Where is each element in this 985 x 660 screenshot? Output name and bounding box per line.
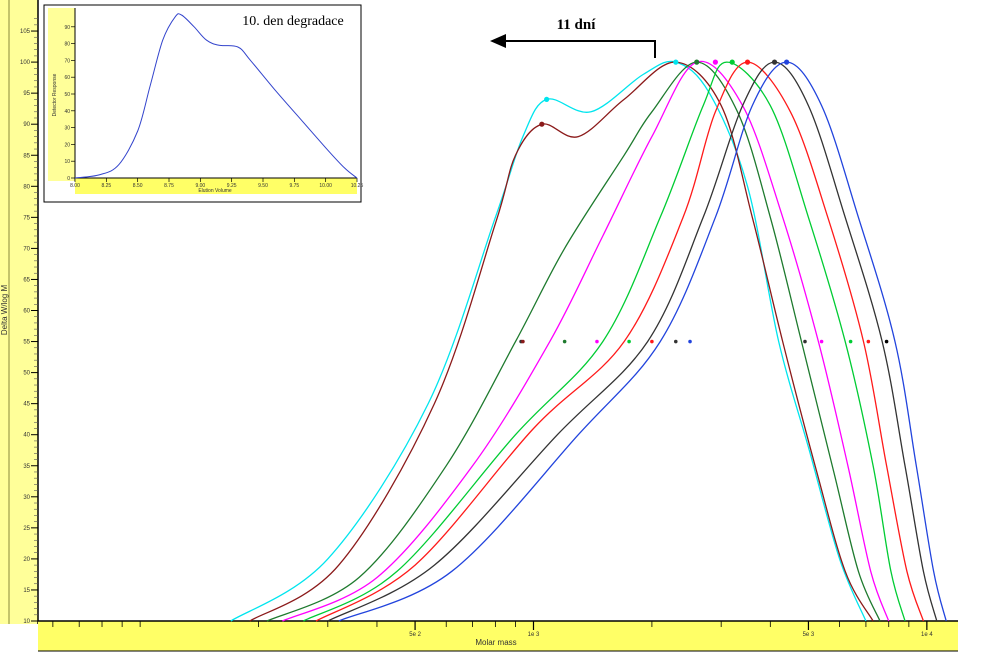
inset-title: 10. den degradace (242, 14, 343, 29)
main-x-axis (38, 620, 958, 652)
y-ticks: 10 15 20 25 30 35 40 45 50 55 60 65 70 75 80 85 90 95 100 1… (20, 18, 38, 625)
peak-marker (729, 59, 735, 65)
y-tick-label: 50 (23, 371, 30, 377)
x-tick-label: 1e 4 (921, 632, 933, 638)
y-tick-label: 25 (23, 526, 30, 532)
half-height-marker (866, 339, 871, 344)
inset-x-tick-label: 10.25 (351, 183, 364, 189)
inset-ticks: 8.00 8.25 8.50 8.75 9.00 9.25 9.50 9.75 10.00 10.… (64, 25, 363, 189)
y-tick-label: 40 (23, 433, 30, 439)
y-axis-label: Delta W/log M (0, 285, 9, 336)
half-height-marker (688, 339, 692, 344)
x-tick-label: 5e 3 (803, 632, 815, 638)
peak-marker (694, 59, 700, 65)
series-line (230, 60, 867, 622)
half-height-marker (627, 339, 631, 344)
y-tick-label: 90 (23, 122, 30, 128)
peak-marker (771, 59, 778, 65)
inset-x-label: Elution Volume (198, 188, 232, 194)
series-line (266, 61, 881, 622)
x-tick-label: 1e 3 (528, 632, 540, 638)
peak-marker (744, 59, 751, 65)
inset-y-tick-label: 10 (64, 159, 70, 165)
annotation-text: 11 dní (557, 17, 597, 33)
half-height-marker (848, 339, 853, 344)
inset-x-tick-label: 8.75 (164, 183, 174, 189)
series-line (338, 61, 947, 622)
peak-marker (544, 96, 550, 102)
inset-y-tick-label: 30 (64, 126, 70, 132)
y-tick-label: 85 (23, 153, 30, 159)
inset-y-tick-label: 90 (64, 25, 70, 31)
inset-x-tick-label: 8.50 (133, 183, 143, 189)
series-line (282, 60, 890, 622)
inset-x-tick-label: 9.50 (258, 183, 268, 189)
inset-series (74, 13, 358, 179)
y-tick-label: 95 (23, 91, 30, 97)
y-axis-ruler (0, 0, 38, 624)
marker-layer (519, 59, 889, 344)
annotation-arrow-line (503, 40, 656, 58)
inset-y-tick-label: 40 (64, 109, 70, 115)
half-height-marker (521, 339, 525, 344)
series-line (315, 61, 925, 622)
shift-annotation: 11 dní (490, 17, 656, 58)
half-height-marker (819, 339, 824, 344)
inset-y-tick-label: 60 (64, 75, 70, 81)
y-tick-label: 80 (23, 184, 30, 190)
inset-chart: 10. den degradace Elution Volume Detecto… (43, 4, 363, 203)
y-tick-label: 70 (23, 246, 30, 252)
inset-y-tick-label: 50 (64, 92, 70, 98)
half-height-marker (650, 339, 654, 344)
annotation-arrow-head (490, 34, 506, 48)
y-tick-label: 75 (23, 215, 30, 221)
inset-x-ruler (75, 178, 357, 194)
half-height-marker (673, 339, 678, 344)
half-height-marker (562, 339, 567, 344)
y-tick-label: 15 (23, 588, 30, 594)
y-tick-label: 105 (20, 29, 31, 35)
inset-x-tick-label: 10.00 (319, 183, 332, 189)
inset-x-tick-label: 9.75 (289, 183, 299, 189)
inset-x-tick-label: 9.00 (195, 183, 205, 189)
inset-x-tick-label: 8.25 (101, 183, 111, 189)
y-tick-label: 65 (23, 277, 30, 283)
half-height-marker (884, 339, 889, 344)
y-tick-label: 55 (23, 340, 30, 346)
x-tick-label: 5e 2 (409, 632, 421, 638)
series-line (327, 61, 938, 622)
series-line (303, 61, 906, 622)
inset-y-tick-label: 70 (64, 58, 70, 64)
peak-marker (712, 59, 718, 65)
x-ticks: 5e 2 1e 3 5e 3 1e 4 (52, 621, 933, 638)
y-tick-label: 100 (20, 60, 31, 66)
inset-y-tick-label: 80 (64, 42, 70, 48)
inset-x-tick-label: 8.00 (70, 183, 80, 189)
half-height-marker (803, 339, 807, 344)
inset-frame (43, 4, 362, 203)
y-tick-label: 35 (23, 464, 30, 470)
peak-marker (784, 59, 790, 65)
inset-y-tick-label: 20 (64, 142, 70, 148)
peak-marker (673, 59, 679, 65)
peak-marker (539, 121, 545, 127)
y-tick-label: 45 (23, 402, 30, 408)
inset-series-line (74, 13, 358, 179)
series-line (249, 61, 874, 622)
y-tick-label: 20 (23, 557, 30, 563)
inset-y-ruler (48, 8, 75, 181)
y-tick-label: 10 (23, 619, 30, 625)
inset-x-tick-label: 9.25 (227, 183, 237, 189)
inset-y-label: Detector Response (52, 73, 58, 116)
y-tick-label: 60 (23, 309, 30, 315)
inset-y-tick-label: 0 (67, 176, 70, 182)
x-axis-label: Molar mass (475, 638, 516, 647)
main-y-axis (0, 0, 39, 624)
half-height-marker (595, 339, 599, 344)
series-layer (230, 60, 947, 622)
x-axis-ruler (38, 621, 958, 651)
y-tick-label: 30 (23, 495, 30, 501)
